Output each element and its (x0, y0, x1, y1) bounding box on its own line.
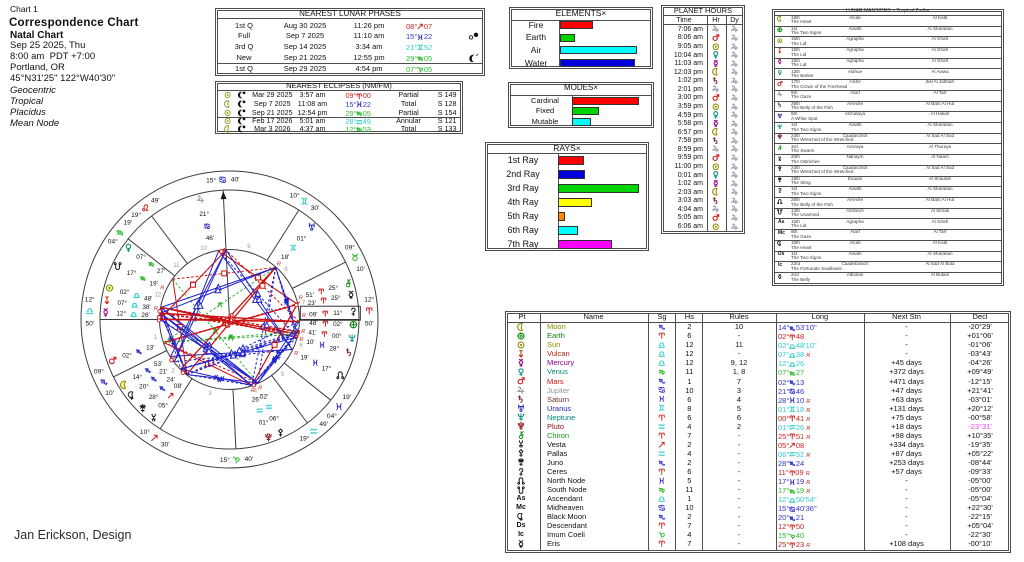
svg-text:50': 50' (86, 320, 95, 327)
svg-text:21°: 21° (199, 210, 209, 218)
svg-text:53': 53' (154, 361, 162, 368)
svg-text:28°: 28° (149, 393, 159, 401)
svg-text:R: R (258, 385, 262, 391)
svg-text:7: 7 (302, 300, 306, 306)
svg-text:50': 50' (365, 320, 374, 327)
svg-text:51': 51' (306, 292, 314, 299)
svg-text:10': 10' (105, 390, 114, 397)
svg-text:19': 19' (150, 281, 158, 288)
svg-text:R: R (154, 306, 158, 312)
svg-text:05°: 05° (158, 402, 168, 410)
svg-text:5: 5 (281, 372, 285, 378)
svg-text:19°: 19° (300, 435, 310, 443)
svg-text:23': 23' (308, 300, 316, 307)
svg-text:07°: 07° (136, 253, 146, 261)
svg-text:14°: 14° (132, 373, 142, 381)
svg-text:19': 19' (300, 354, 308, 361)
svg-text:46': 46' (206, 235, 214, 242)
svg-text:10°: 10° (290, 191, 300, 199)
svg-text:21': 21' (159, 368, 167, 375)
svg-text:13': 13' (146, 345, 154, 352)
svg-text:30': 30' (311, 205, 320, 212)
svg-text:49': 49' (151, 197, 160, 204)
svg-text:17°: 17° (127, 269, 137, 277)
svg-text:28°: 28° (329, 344, 339, 352)
svg-text:11: 11 (173, 263, 180, 269)
svg-text:R: R (302, 313, 306, 319)
svg-text:15°: 15° (220, 456, 230, 464)
svg-text:10': 10' (356, 266, 365, 273)
svg-text:12°: 12° (116, 310, 126, 318)
svg-text:04°: 04° (327, 412, 337, 420)
svg-text:9: 9 (247, 244, 251, 250)
svg-text:40': 40' (245, 456, 254, 463)
svg-text:R: R (294, 351, 298, 357)
svg-text:19°: 19° (131, 211, 141, 219)
svg-text:12°: 12° (85, 295, 95, 303)
svg-text:01°: 01° (259, 419, 269, 427)
svg-text:25°: 25° (331, 294, 341, 302)
svg-text:R: R (299, 337, 303, 343)
svg-text:2: 2 (171, 369, 175, 375)
svg-text:R: R (277, 262, 281, 268)
svg-text:02°: 02° (333, 320, 343, 328)
svg-text:4: 4 (254, 389, 258, 395)
svg-text:10: 10 (200, 246, 207, 252)
svg-text:26': 26' (141, 312, 149, 319)
svg-text:09°: 09° (94, 368, 104, 376)
svg-text:09': 09' (309, 311, 317, 318)
svg-text:19': 19' (124, 220, 133, 227)
svg-text:1: 1 (154, 335, 158, 341)
svg-text:49': 49' (319, 421, 328, 428)
svg-text:02°: 02° (120, 288, 130, 296)
svg-text:00°: 00° (332, 332, 342, 340)
svg-text:12: 12 (154, 293, 161, 299)
svg-text:3: 3 (208, 391, 212, 397)
svg-text:01°: 01° (297, 235, 307, 243)
svg-text:02°: 02° (122, 352, 132, 360)
svg-text:25°: 25° (328, 284, 338, 292)
svg-text:R: R (301, 329, 305, 335)
svg-text:15°: 15° (206, 176, 216, 184)
svg-text:20°: 20° (139, 383, 149, 391)
svg-text:04°: 04° (108, 238, 118, 246)
svg-text:38': 38' (142, 304, 150, 311)
svg-text:09°: 09° (345, 243, 355, 251)
svg-text:24': 24' (167, 377, 175, 384)
svg-text:27': 27' (157, 268, 165, 275)
svg-text:11°: 11° (333, 309, 343, 317)
svg-text:R: R (299, 296, 303, 302)
svg-text:07°: 07° (117, 299, 127, 307)
svg-text:12°: 12° (364, 295, 374, 303)
svg-text:18': 18' (281, 254, 289, 261)
svg-text:40': 40' (231, 176, 240, 183)
svg-text:10': 10' (306, 339, 314, 346)
svg-text:19': 19' (343, 394, 352, 401)
svg-text:41': 41' (308, 329, 316, 336)
svg-text:52': 52' (260, 393, 268, 400)
svg-text:17°: 17° (322, 365, 332, 373)
svg-text:R: R (251, 388, 255, 394)
svg-text:6: 6 (300, 343, 304, 349)
svg-text:10°: 10° (140, 428, 150, 436)
svg-text:26': 26' (252, 397, 260, 404)
svg-text:06°: 06° (269, 415, 279, 423)
svg-text:48': 48' (144, 295, 152, 302)
svg-text:R: R (160, 285, 164, 291)
svg-text:48': 48' (309, 320, 317, 327)
svg-text:8: 8 (284, 267, 288, 273)
svg-text:30': 30' (161, 442, 170, 449)
svg-text:08': 08' (174, 383, 182, 390)
